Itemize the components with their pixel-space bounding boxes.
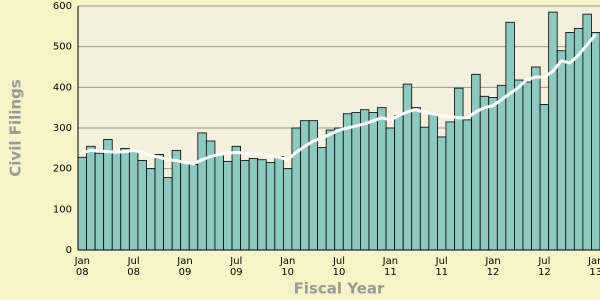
y-tick-label: 200 — [53, 164, 72, 175]
trend-line — [81, 33, 597, 166]
bar — [146, 168, 156, 251]
bar — [282, 168, 293, 251]
bar — [479, 95, 490, 251]
bar — [180, 162, 190, 251]
bar — [334, 127, 344, 251]
x-tick-label: Jan — [382, 256, 398, 267]
bar — [385, 127, 396, 251]
bar — [257, 159, 267, 251]
y-tick-label: 300 — [53, 123, 72, 134]
bar — [325, 129, 336, 251]
bar — [591, 32, 600, 251]
x-tick-label: 09 — [179, 267, 192, 278]
x-tick-label: Jan — [279, 256, 295, 267]
bar — [368, 112, 378, 251]
bar — [248, 158, 259, 251]
x-tick-label: 09 — [230, 267, 243, 278]
x-tick-label: 10 — [281, 267, 294, 278]
bar — [231, 145, 241, 251]
bar — [565, 32, 575, 251]
bar — [496, 84, 507, 251]
y-tick-label: 0 — [66, 245, 72, 256]
x-tick-label: Jan — [587, 256, 600, 267]
x-tick-label: Jan — [74, 256, 90, 267]
x-tick-label: Jul — [229, 256, 242, 267]
bar — [240, 160, 250, 251]
bar — [454, 87, 464, 251]
bar — [402, 83, 413, 251]
x-tick-label: 10 — [333, 267, 346, 278]
x-tick-label: Jul — [127, 256, 140, 267]
x-tick-label: 11 — [435, 267, 448, 278]
x-tick-label: Jul — [537, 256, 550, 267]
bar — [514, 79, 524, 251]
bar — [505, 21, 515, 251]
bar — [214, 154, 224, 251]
bar — [522, 81, 532, 251]
bar — [445, 121, 455, 251]
bar — [103, 138, 113, 251]
bar — [359, 109, 370, 251]
bar — [120, 147, 130, 251]
x-tick-label: 08 — [76, 267, 89, 278]
bar — [291, 127, 301, 251]
x-tick-label: Jul — [332, 256, 345, 267]
y-tick-label: 100 — [53, 204, 72, 215]
bar — [488, 97, 498, 251]
bar — [556, 50, 567, 251]
bar — [128, 150, 139, 251]
x-tick-label: 12 — [487, 267, 500, 278]
bar — [317, 147, 327, 251]
x-tick-label: 08 — [127, 267, 140, 278]
x-tick-label: 11 — [384, 267, 397, 278]
bar — [188, 164, 199, 251]
x-tick-label: Jan — [176, 256, 192, 267]
bar — [394, 115, 404, 251]
bar — [573, 27, 584, 251]
y-tick-label: 400 — [53, 82, 72, 93]
bar — [342, 113, 353, 251]
bar — [300, 120, 310, 251]
bar — [419, 126, 430, 251]
bar — [171, 149, 182, 251]
bar — [531, 66, 541, 251]
bar — [265, 162, 276, 251]
bar — [137, 160, 147, 251]
bar — [163, 177, 173, 251]
bar — [471, 73, 481, 251]
bar — [111, 152, 122, 251]
x-tick-label: Jan — [484, 256, 500, 267]
x-tick-label: 12 — [538, 267, 551, 278]
bar — [428, 113, 438, 251]
x-axis-title: Fiscal Year — [294, 280, 385, 298]
bar — [539, 104, 550, 251]
bar — [274, 156, 284, 251]
y-tick-label: 500 — [53, 42, 72, 53]
bar — [437, 136, 447, 251]
bar — [223, 160, 233, 251]
bar — [411, 107, 421, 251]
bar — [77, 156, 87, 251]
y-axis-title: Civil Filings — [7, 79, 25, 177]
x-tick-label: Jul — [435, 256, 448, 267]
bar — [154, 154, 164, 251]
bar — [351, 112, 361, 251]
bar — [86, 145, 96, 251]
bar — [377, 107, 387, 251]
bar — [548, 11, 558, 251]
x-tick-label: 13 — [589, 267, 600, 278]
bar — [197, 132, 207, 251]
y-tick-label: 600 — [53, 1, 72, 12]
bar — [462, 119, 473, 251]
bar — [94, 152, 105, 251]
